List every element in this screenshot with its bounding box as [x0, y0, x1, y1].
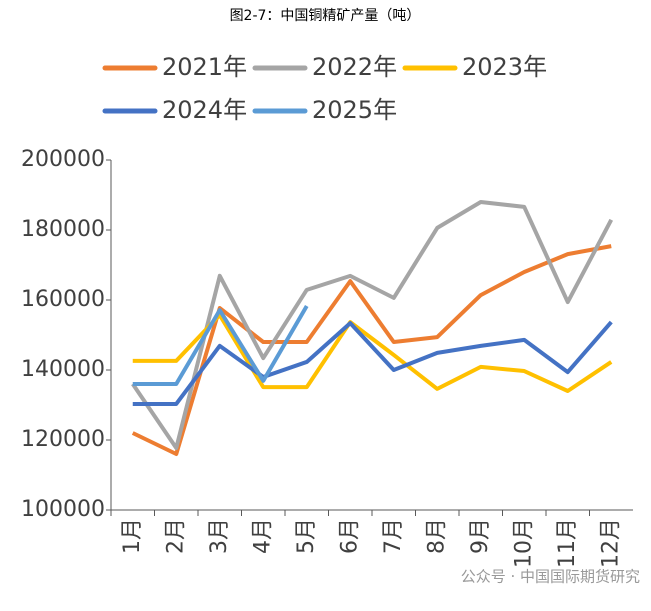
- legend-label: 2022年: [312, 53, 397, 81]
- series-line: [131, 200, 614, 451]
- y-tick-label: 100000: [21, 497, 105, 522]
- x-tick-label: 2月: [163, 518, 188, 554]
- legend-label: 2025年: [312, 96, 397, 124]
- y-tick-label: 140000: [21, 357, 105, 382]
- legend-label: 2021年: [162, 53, 247, 81]
- x-tick-label: 9月: [468, 518, 493, 554]
- y-tick-label: 160000: [21, 287, 105, 312]
- x-tick-label: 11月: [555, 518, 580, 568]
- x-tick-label: 7月: [381, 518, 406, 554]
- x-tick-label: 5月: [294, 518, 319, 554]
- y-tick-label: 200000: [21, 147, 105, 172]
- x-tick-label: 4月: [250, 518, 275, 554]
- x-tick-label: 3月: [207, 518, 232, 554]
- series-line: [132, 304, 309, 386]
- series-line: [131, 244, 612, 456]
- x-tick-label: 12月: [598, 518, 623, 568]
- x-tick-label: 6月: [337, 518, 362, 554]
- x-tick-label: 1月: [120, 518, 145, 554]
- watermark: 公众号 · 中国国际期货研究: [461, 568, 640, 586]
- x-tick-label: 10月: [511, 518, 536, 568]
- x-tick-label: 8月: [424, 518, 449, 554]
- y-tick-label: 120000: [21, 427, 105, 452]
- chart-title: 图2-7：中国铜精矿产量（吨）: [230, 8, 421, 24]
- series-line: [132, 320, 613, 406]
- legend-label: 2024年: [162, 96, 247, 124]
- y-tick-label: 180000: [21, 217, 105, 242]
- legend-label: 2023年: [462, 53, 547, 81]
